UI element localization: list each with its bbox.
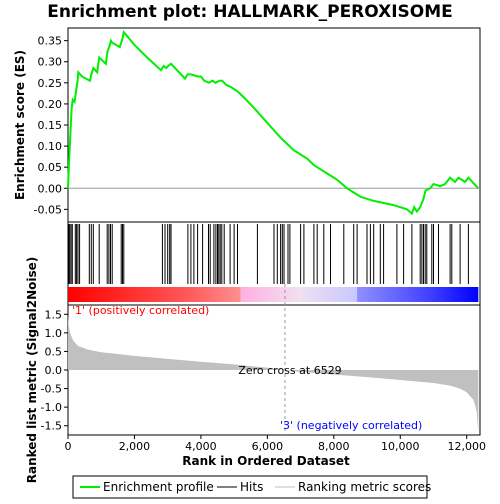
legend-frame (72, 475, 428, 499)
x-tick-label: 2,000 (119, 440, 151, 453)
x-tick-label: 4,000 (185, 440, 217, 453)
x-axis-label: Rank in Ordered Dataset (182, 454, 350, 468)
legend-metric-label: Ranking metric scores (298, 480, 431, 494)
es-y-tick-label: 0.20 (38, 98, 63, 111)
es-y-axis-ticks: -0.05 0.00 0.05 0.10 0.15 0.20 0.25 0.30 0.35 (34, 35, 68, 216)
neutral-band (240, 287, 358, 302)
es-y-tick-label: -0.05 (34, 203, 62, 216)
legend-enrichment-label: Enrichment profile (103, 480, 214, 494)
es-y-tick-label: 0.30 (38, 56, 63, 69)
metric-y-tick-label: 0.5 (45, 345, 63, 358)
enrichment-score-panel: -0.05 0.00 0.05 0.10 0.15 0.20 0.25 0.30 0.35 En… (13, 27, 481, 223)
x-tick-label: 8,000 (318, 440, 350, 453)
x-axis-ticks: 0 2,000 4,000 6,000 8,000 10,000 12,000 (65, 435, 486, 453)
es-y-tick-label: 0.10 (38, 140, 63, 153)
ranked-list-color-band (68, 287, 479, 302)
x-tick-label: 0 (65, 440, 72, 453)
negative-correlation-label: '3' (negatively correlated) (280, 419, 422, 432)
hits-panel (67, 221, 481, 306)
ranked-metric-panel: Zero cross at 6529 '1' (positively corre… (25, 257, 481, 484)
legend: Enrichment profile Hits Ranking metric s… (72, 475, 431, 499)
metric-y-tick-label: 0.0 (45, 364, 63, 377)
metric-y-tick-label: -1.5 (41, 420, 62, 433)
enrichment-profile-line (67, 29, 480, 216)
es-y-tick-label: 0.35 (38, 35, 63, 48)
positive-band (68, 287, 241, 302)
metric-y-axis-ticks: -1.5 -1.0 -0.5 0.0 0.5 1.0 1.5 (41, 308, 68, 433)
es-panel-frame (67, 27, 481, 223)
es-y-tick-label: 0.05 (38, 161, 63, 174)
metric-y-tick-label: -0.5 (41, 383, 62, 396)
hit-lines (68, 224, 469, 284)
metric-y-tick-label: 1.5 (45, 308, 63, 321)
x-tick-label: 10,000 (381, 440, 420, 453)
es-y-tick-label: 0.15 (38, 119, 63, 132)
zero-cross-label: Zero cross at 6529 (238, 364, 341, 377)
metric-y-tick-label: 1.0 (45, 327, 63, 340)
metric-y-axis-label: Ranked list metric (Signal2Noise) (25, 257, 39, 484)
negative-band (357, 287, 479, 302)
es-y-axis-label: Enrichment score (ES) (13, 50, 27, 200)
x-tick-label: 6,000 (252, 440, 284, 453)
metric-y-tick-label: -1.0 (41, 401, 62, 414)
es-y-tick-label: 0.00 (38, 182, 63, 195)
chart-title: Enrichment plot: HALLMARK_PEROXISOME (47, 2, 453, 22)
legend-hits-label: Hits (240, 480, 263, 494)
ranking-metric-area (68, 314, 479, 434)
positive-correlation-label: '1' (positively correlated) (72, 304, 209, 317)
x-tick-label: 12,000 (447, 440, 486, 453)
es-y-tick-label: 0.25 (38, 77, 63, 90)
